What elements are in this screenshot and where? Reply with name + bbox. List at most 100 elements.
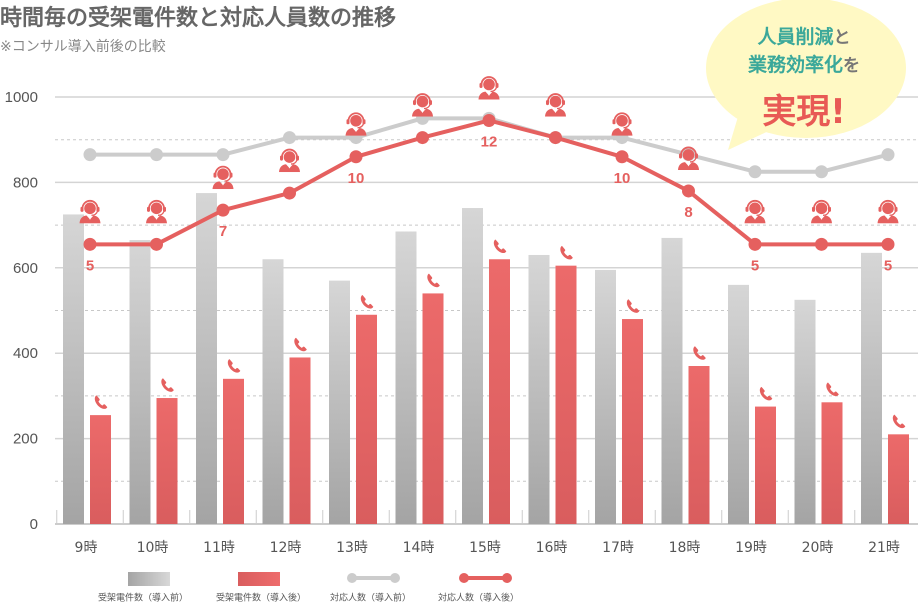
- line-point: [815, 237, 828, 251]
- line-value-label: 10: [614, 170, 631, 187]
- bar-before: [196, 193, 217, 524]
- line-annotations: 5 7 10 12 10 8 5 5: [86, 133, 892, 274]
- bar-after: [156, 398, 178, 524]
- line-point: [549, 131, 562, 145]
- line-point: [150, 148, 163, 162]
- y-tick-label: 0: [30, 516, 38, 533]
- operator-icon: [344, 112, 368, 136]
- x-tick-label: 15時: [469, 540, 501, 556]
- x-tick-label: 12時: [270, 540, 302, 556]
- operator-icon: [211, 165, 235, 190]
- y-axis-labels: 0 200 400 600 800 1000: [5, 89, 38, 533]
- line-after: [83, 113, 895, 251]
- phone-icon: [826, 382, 839, 397]
- line-value-label: 5: [884, 257, 892, 274]
- callout-line-1-suffix: と: [833, 28, 851, 48]
- bar-before: [63, 214, 84, 525]
- legend-swatch-bar-after: [238, 572, 280, 586]
- bar-before: [395, 231, 417, 524]
- callout-line-2-main: 業務効率化: [747, 54, 843, 76]
- bar-before: [661, 237, 683, 524]
- callout-line-1: 人員削減と: [712, 22, 896, 49]
- x-axis-labels: 9時 10時 11時 12時 13時 14時 15時 16時 17時 18時 19時 20時 21時: [75, 540, 900, 556]
- phone-icon: [759, 386, 773, 401]
- callout-line-3: 実現!: [762, 92, 846, 132]
- operator-icon: [810, 199, 833, 224]
- callout-line-1-main: 人員削減: [757, 26, 834, 48]
- bar-after: [90, 415, 111, 524]
- line-point: [615, 150, 629, 164]
- bar-after: [489, 259, 510, 524]
- callout-line-2: 業務効率化を: [712, 50, 896, 77]
- line-point: [216, 148, 230, 162]
- x-tick-label: 18時: [669, 540, 701, 556]
- line-point: [416, 131, 429, 145]
- chart-title: 時間毎の受架電件数と対応人員数の推移: [0, 6, 397, 31]
- legend-label-line-before: 対応人数（導入前）: [330, 593, 412, 604]
- x-tick-label: 11時: [203, 540, 235, 556]
- phone-icon: [227, 359, 241, 373]
- y-tick-label: 800: [13, 174, 38, 191]
- bar-after: [555, 265, 577, 524]
- line-point: [283, 131, 296, 145]
- line-value-label: 7: [219, 223, 227, 240]
- bar-after: [422, 293, 444, 524]
- line-point: [83, 148, 97, 162]
- operator-icon: [876, 199, 900, 224]
- operator-icon: [743, 199, 767, 224]
- line-point: [881, 237, 895, 251]
- line-value-label: 5: [751, 257, 759, 274]
- x-tick-label: 13時: [336, 540, 368, 556]
- bar-before: [595, 269, 616, 524]
- phone-icon: [360, 295, 374, 309]
- phone-icon: [493, 239, 507, 254]
- x-tick-label: 9時: [75, 540, 98, 556]
- operator-icon: [278, 148, 301, 173]
- y-tick-label: 200: [13, 431, 38, 448]
- y-tick-label: 400: [13, 345, 38, 362]
- operator-icon: [477, 76, 501, 100]
- x-tick-label: 19時: [735, 540, 767, 556]
- line-point: [682, 184, 695, 198]
- x-tick-label: 21時: [868, 540, 900, 556]
- x-tick-label: 14時: [403, 540, 435, 556]
- operator-icon: [610, 112, 634, 136]
- bar-after: [223, 378, 244, 524]
- x-tick-label: 17時: [602, 540, 634, 556]
- line-point: [83, 237, 97, 251]
- bar-before: [329, 280, 350, 524]
- bar-before: [462, 208, 483, 524]
- line-value-label: 12: [481, 133, 498, 150]
- line-point: [482, 113, 496, 127]
- bar-before: [861, 252, 882, 525]
- bar-before: [262, 259, 284, 524]
- callout-line-2-suffix: を: [843, 56, 860, 76]
- y-tick-label: 1000: [5, 89, 38, 106]
- bar-before: [129, 240, 151, 525]
- phone-icon: [427, 273, 440, 288]
- x-tick-label: 20時: [802, 540, 834, 556]
- bar-after: [821, 402, 843, 524]
- bar-before: [794, 299, 816, 524]
- legend-swatch-line-after: [459, 573, 512, 583]
- line-point: [815, 165, 828, 179]
- y-tick-label: 600: [13, 260, 38, 277]
- y-gridlines: [55, 96, 918, 525]
- line-value-label: 10: [348, 170, 365, 187]
- bars: [63, 193, 909, 525]
- bar-after: [622, 319, 643, 524]
- line-point: [349, 150, 363, 164]
- legend-label-line-after: 対応人数（導入後）: [438, 593, 520, 604]
- phone-icon: [294, 337, 307, 352]
- line-point: [283, 186, 296, 200]
- chart-subtitle: ※コンサル導入前後の比較: [0, 39, 166, 55]
- callout-bubble: [706, 0, 906, 150]
- legend-label-bar-after: 受架電件数（導入後）: [216, 593, 307, 604]
- operator-icon: [145, 199, 168, 224]
- line-point: [748, 237, 762, 251]
- bar-after: [356, 314, 377, 524]
- bar-after: [888, 434, 909, 524]
- legend-swatch-line-before: [347, 573, 400, 583]
- legend-swatch-bar-before: [128, 572, 170, 586]
- bar-after: [289, 357, 311, 524]
